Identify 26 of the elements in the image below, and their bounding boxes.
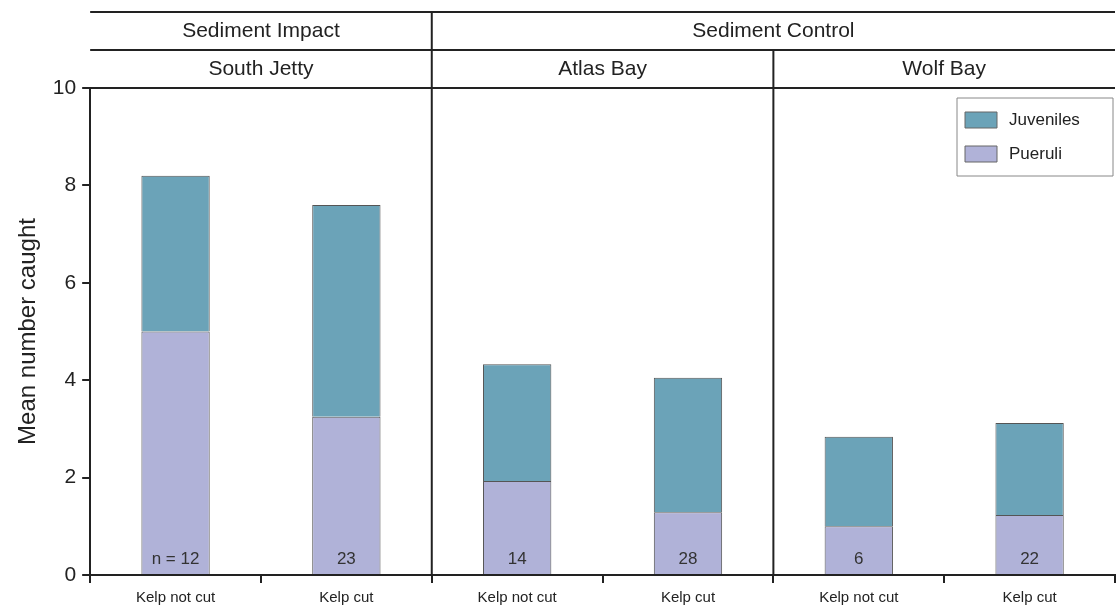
annotation: 14: [507, 548, 527, 568]
legend-label: Juveniles: [1009, 109, 1080, 129]
y-tick-label: 8: [64, 172, 77, 196]
text: South Jetty: [208, 55, 314, 79]
y-tick-label: 2: [64, 464, 77, 488]
y-tick-label: 6: [64, 269, 77, 293]
x-tick-label: Kelp cut: [660, 588, 716, 606]
x-tick-label: Kelp cut: [319, 588, 375, 606]
y-tick-label: 4: [64, 367, 77, 390]
y-axis-title: Mean number caught: [13, 217, 41, 445]
annotation: 28: [678, 548, 698, 568]
y-tick-label: 10: [52, 74, 77, 98]
x-tick-label: Kelp not cut: [477, 588, 558, 606]
x-tick-label: Kelp not cut: [135, 588, 216, 606]
legend-label: Pueruli: [1009, 143, 1062, 163]
annotation: n = 12: [151, 548, 200, 568]
text: Sediment Control: [692, 17, 855, 41]
annotation: 6: [854, 548, 864, 568]
x-tick-label: Kelp not cut: [819, 588, 900, 606]
x-tick-label: Kelp cut: [1002, 588, 1058, 606]
text: Atlas Bay: [558, 55, 648, 79]
y-tick-label: 0: [64, 561, 77, 585]
text: Sediment Impact: [182, 17, 340, 41]
text: Wolf Bay: [902, 55, 987, 79]
annotation: 23: [336, 548, 356, 568]
annotation: 22: [1020, 548, 1040, 568]
